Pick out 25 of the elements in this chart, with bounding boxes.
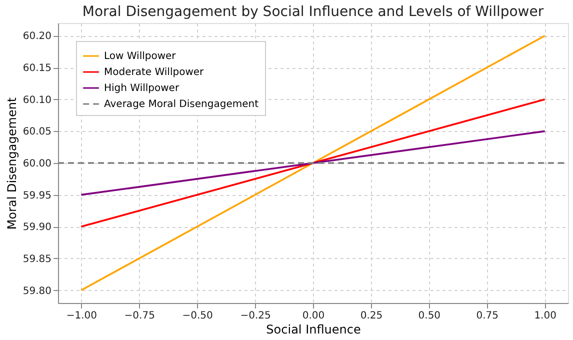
- x-tick-label: −0.50: [182, 310, 213, 322]
- y-tick-label: 59.95: [22, 190, 52, 202]
- x-tick-label: 0.00: [302, 310, 325, 322]
- y-tick-label: 60.15: [22, 63, 52, 74]
- x-tick-label: 1.00: [534, 310, 556, 322]
- x-tick-label: 0.75: [476, 310, 498, 322]
- legend-label: Average Moral Disengagement: [104, 99, 259, 110]
- x-tick-label: 0.25: [360, 310, 383, 322]
- y-tick-label: 60.00: [22, 158, 52, 170]
- legend-label: Low Willpower: [104, 51, 177, 62]
- legend-label: Moderate Willpower: [104, 67, 205, 78]
- y-tick-label: 60.20: [22, 31, 52, 42]
- x-axis-title: Social Influence: [266, 322, 361, 336]
- x-tick-label: 0.50: [418, 310, 441, 322]
- legend-label: High Willpower: [104, 83, 180, 94]
- chart-title: Moral Disengagement by Social Influence and Levels of Willpower: [82, 4, 544, 20]
- x-tick-label: −0.25: [240, 310, 271, 322]
- y-tick-label: 59.80: [22, 286, 52, 297]
- x-tick-label: −1.00: [66, 310, 98, 322]
- y-tick-label: 59.90: [22, 222, 52, 234]
- x-tick-label: −0.75: [124, 310, 155, 322]
- y-tick-label: 59.85: [22, 254, 52, 265]
- y-tick-label: 60.05: [22, 126, 52, 138]
- y-axis-title: Moral Disengagement: [4, 97, 19, 230]
- y-tick-label: 60.10: [22, 94, 52, 106]
